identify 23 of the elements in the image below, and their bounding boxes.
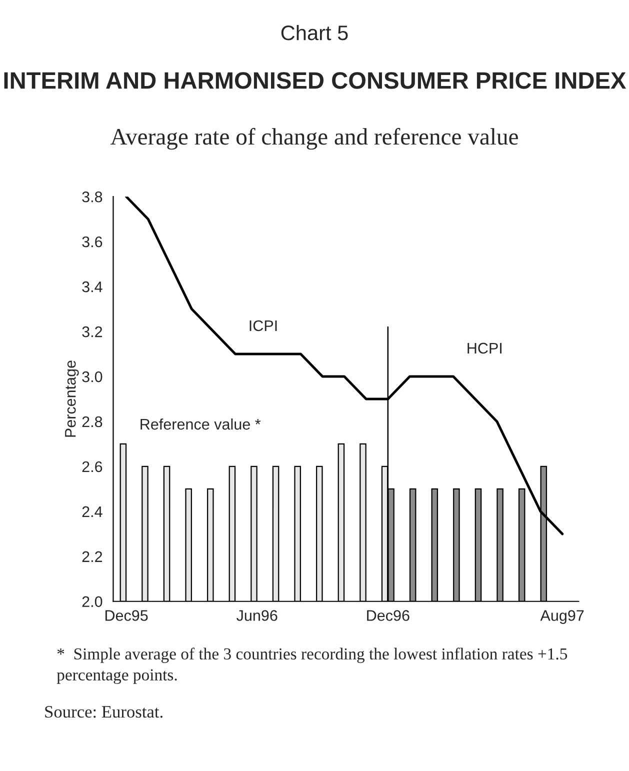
series-label: ICPI [250,320,277,332]
y-tick-label: 2.8 [82,416,102,428]
y-tick-label: 2.0 [82,596,102,608]
caption: Chart 5 [281,24,348,40]
y-tick-label: 3.8 [82,191,102,202]
x-tick-label: Dec95 [105,610,148,621]
text: * Simple average of the 3 countries recording the lowest inflation rates +1.5 percentage points. [56,648,568,684]
source-note: Source: Eurostat. [45,706,162,718]
chart-title: INTERIM AND HARMONISED CONSUMER PRICE INDEX [4,72,626,89]
series-label: HCPI [468,342,502,354]
chart-subtitle: Average rate of change and reference value [110,128,518,150]
y-tick-label: 2.6 [82,461,102,472]
y-tick-label: 2.2 [82,551,102,562]
y-tick-label: 3.6 [82,236,102,248]
y-tick-label: 3.4 [82,281,102,292]
x-tick-label: Dec96 [367,610,410,621]
x-tick-label: Aug97 [540,610,584,624]
y-tick-label: 3.0 [82,371,102,382]
x-tick-label: Jun96 [236,610,278,621]
y-tick-label: 3.2 [82,326,102,338]
y-axis-title: Percentage [65,360,79,437]
series-label: Reference value * [140,418,261,430]
y-tick-label: 2.4 [82,506,102,517]
